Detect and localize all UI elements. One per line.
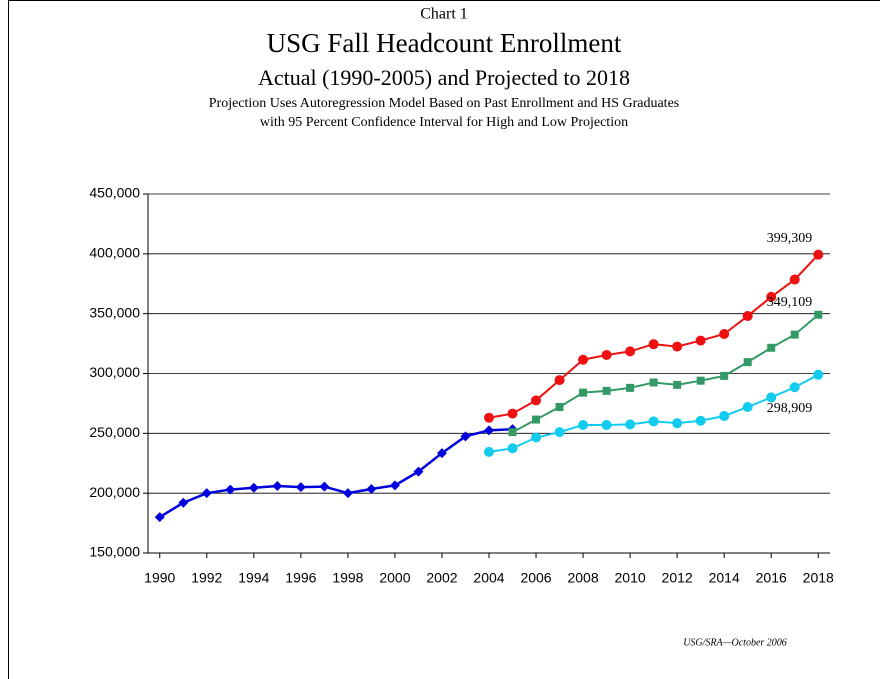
x-tick-label: 2000: [379, 570, 410, 586]
marker: [554, 375, 565, 386]
marker: [154, 512, 165, 523]
marker: [366, 483, 377, 494]
marker: [225, 484, 236, 495]
y-tick-label: 250,000: [89, 424, 140, 440]
marker: [790, 330, 799, 339]
marker: [413, 466, 424, 477]
chart-title: USG Fall Headcount Enrollment: [267, 28, 622, 58]
marker: [719, 329, 730, 340]
marker: [766, 291, 777, 302]
x-tick-label: 2002: [426, 570, 457, 586]
marker: [531, 395, 542, 406]
marker: [507, 408, 518, 419]
marker: [625, 419, 636, 430]
x-tick-label: 2016: [756, 570, 787, 586]
marker: [626, 383, 635, 392]
marker: [578, 419, 589, 430]
x-tick-label: 1998: [332, 570, 363, 586]
marker: [484, 412, 494, 423]
data-label: 349,109: [767, 295, 813, 310]
marker: [248, 482, 259, 493]
data-label: 298,909: [767, 401, 813, 416]
x-tick-label: 1994: [238, 570, 269, 586]
source-note: USG/SRA—October 2006: [683, 637, 787, 648]
y-tick-label: 150,000: [89, 544, 140, 560]
marker: [342, 488, 353, 499]
x-tick-label: 2018: [803, 570, 834, 586]
x-tick-label: 2010: [615, 570, 646, 586]
marker: [601, 419, 612, 430]
x-tick-label: 2008: [567, 570, 598, 586]
description: Projection Uses Autoregression Model Bas…: [209, 96, 679, 111]
marker: [484, 446, 494, 457]
marker: [672, 418, 683, 429]
chart-header: Chart 1: [420, 6, 468, 23]
x-tick-label: 1992: [191, 570, 222, 586]
marker: [555, 403, 564, 412]
marker: [531, 432, 542, 443]
marker: [602, 386, 611, 395]
y-tick-label: 350,000: [89, 304, 140, 320]
marker: [648, 339, 659, 350]
frame: [8, 0, 880, 679]
marker: [649, 378, 658, 387]
series-line: [159, 427, 513, 519]
marker: [201, 488, 212, 499]
x-tick-label: 2012: [662, 570, 693, 586]
marker: [272, 480, 283, 491]
marker: [578, 354, 589, 365]
marker: [766, 392, 777, 403]
description: with 95 Percent Confidence Interval for …: [260, 115, 628, 130]
marker: [813, 369, 824, 380]
marker: [719, 410, 730, 421]
x-tick-label: 2004: [473, 570, 504, 586]
marker: [319, 481, 330, 492]
marker: [789, 274, 800, 285]
marker: [673, 380, 682, 389]
x-tick-label: 2006: [520, 570, 551, 586]
marker: [767, 343, 776, 352]
marker: [484, 425, 494, 436]
marker: [625, 346, 636, 357]
marker: [813, 249, 824, 260]
marker: [696, 376, 705, 385]
marker: [695, 415, 706, 426]
marker: [672, 341, 683, 352]
marker: [507, 443, 518, 454]
marker: [436, 448, 447, 459]
x-tick-label: 1990: [144, 570, 175, 586]
marker: [743, 358, 752, 367]
marker: [789, 382, 800, 393]
y-tick-label: 400,000: [89, 245, 140, 261]
x-tick-label: 1996: [285, 570, 316, 586]
marker: [532, 415, 541, 424]
y-tick-label: 200,000: [89, 484, 140, 500]
marker: [695, 335, 706, 346]
marker: [579, 388, 588, 397]
data-label: 399,309: [767, 231, 813, 246]
marker: [554, 427, 565, 438]
chart-subtitle: Actual (1990-2005) and Projected to 2018: [258, 65, 630, 90]
marker: [295, 482, 306, 493]
y-tick-label: 300,000: [89, 364, 140, 380]
marker: [601, 349, 612, 360]
marker: [814, 310, 823, 319]
marker: [742, 402, 753, 413]
marker: [389, 480, 400, 491]
marker: [648, 416, 659, 427]
marker: [460, 431, 471, 442]
y-tick-label: 450,000: [89, 185, 140, 201]
marker: [178, 497, 189, 508]
marker: [742, 311, 753, 322]
x-tick-label: 2014: [709, 570, 740, 586]
marker: [508, 428, 517, 437]
marker: [720, 371, 729, 380]
